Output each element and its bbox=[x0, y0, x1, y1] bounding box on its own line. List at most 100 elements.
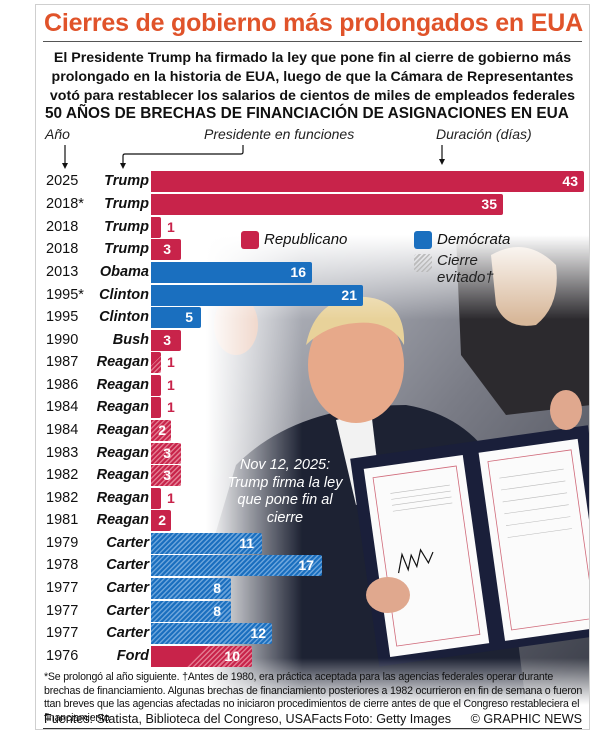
sources-text: Fuentes: Statista, Biblioteca del Congre… bbox=[44, 712, 343, 726]
row-president: Reagan bbox=[96, 445, 149, 461]
row-year: 1977 bbox=[46, 603, 79, 619]
row-president: Carter bbox=[106, 580, 149, 596]
footnote: *Se prolongó al año siguiente. †Antes de… bbox=[44, 671, 583, 724]
chart-row: 1977 Carter 8 bbox=[36, 601, 589, 622]
row-president: Trump bbox=[104, 241, 149, 257]
bar-value: 35 bbox=[481, 196, 497, 212]
bar-value: 43 bbox=[562, 173, 578, 189]
row-year: 1982 bbox=[46, 467, 79, 483]
row-president: Trump bbox=[104, 196, 149, 212]
row-year: 1979 bbox=[46, 535, 79, 551]
chart-title: 50 AÑOS DE BRECHAS DE FINANCIACIÓN DE AS… bbox=[45, 105, 569, 122]
chart-row: 1978 Carter 17 bbox=[36, 555, 589, 576]
bar: 35 bbox=[151, 194, 503, 215]
bar-value: 1 bbox=[167, 399, 175, 415]
bar: 8 bbox=[151, 578, 231, 599]
row-president: Ford bbox=[116, 648, 149, 664]
bar-value: 1 bbox=[167, 490, 175, 506]
legend-swatch-avoided bbox=[414, 254, 432, 272]
bar-value: 3 bbox=[163, 467, 171, 483]
row-year: 1984 bbox=[46, 399, 79, 415]
row-president: Carter bbox=[106, 535, 149, 551]
bar-value: 12 bbox=[250, 625, 266, 641]
row-president: Trump bbox=[104, 173, 149, 189]
column-header-duration: Duración (días) bbox=[436, 126, 532, 142]
row-president: Carter bbox=[106, 557, 149, 573]
bar: 3 bbox=[151, 330, 181, 351]
page-title: Cierres de gobierno más prolongados en E… bbox=[44, 9, 583, 37]
chart-row: 2018* Trump 35 bbox=[36, 194, 589, 215]
chart-row: 1986 Reagan 1 bbox=[36, 375, 589, 396]
chart-row: 1979 Carter 11 bbox=[36, 533, 589, 554]
row-president: Reagan bbox=[96, 422, 149, 438]
chart-row: 2018 Trump 1 bbox=[36, 217, 589, 238]
bar-value: 3 bbox=[163, 332, 171, 348]
chart-row: 1990 Bush 3 bbox=[36, 330, 589, 351]
row-president: Carter bbox=[106, 625, 149, 641]
row-year: 1982 bbox=[46, 490, 79, 506]
chart-row: 2013 Obama 16 bbox=[36, 262, 589, 283]
bar-value: 1 bbox=[167, 377, 175, 393]
legend-label-democrat: Demócrata bbox=[437, 231, 511, 248]
row-year: 2018* bbox=[46, 196, 84, 212]
bar-value: 3 bbox=[163, 445, 171, 461]
bar-value: 1 bbox=[167, 219, 175, 235]
row-president: Clinton bbox=[99, 309, 149, 325]
chart-row: 2018 Trump 3 bbox=[36, 239, 589, 260]
row-year: 1983 bbox=[46, 445, 79, 461]
row-president: Obama bbox=[99, 264, 149, 280]
chart-row: 1984 Reagan 2 bbox=[36, 420, 589, 441]
subtitle: El Presidente Trump ha firmado la ley qu… bbox=[49, 50, 576, 104]
bar-value: 8 bbox=[213, 603, 221, 619]
row-president: Clinton bbox=[99, 287, 149, 303]
bar-value: 5 bbox=[185, 309, 193, 325]
bar: 3 bbox=[151, 465, 181, 486]
row-year: 2013 bbox=[46, 264, 79, 280]
bar: 3 bbox=[151, 239, 181, 260]
row-president: Reagan bbox=[96, 467, 149, 483]
row-year: 1976 bbox=[46, 648, 79, 664]
row-year: 1986 bbox=[46, 377, 79, 393]
bar-value: 1 bbox=[167, 354, 175, 370]
row-year: 2018 bbox=[46, 241, 79, 257]
row-year: 2025 bbox=[46, 173, 79, 189]
row-year: 1987 bbox=[46, 354, 79, 370]
row-year: 1978 bbox=[46, 557, 79, 573]
photo-credit: Foto: Getty Images bbox=[344, 712, 452, 726]
row-president: Bush bbox=[112, 332, 149, 348]
chart-row: 1977 Carter 8 bbox=[36, 578, 589, 599]
row-president: Trump bbox=[104, 219, 149, 235]
legend-swatch-republican bbox=[241, 231, 259, 249]
chart-row: 1983 Reagan 3 bbox=[36, 443, 589, 464]
bar: 11 bbox=[151, 533, 262, 554]
row-year: 1995 bbox=[46, 309, 79, 325]
bar-value: 16 bbox=[290, 264, 306, 280]
chart-row: 1981 Reagan 2 bbox=[36, 510, 589, 531]
row-president: Reagan bbox=[96, 354, 149, 370]
legend-avoided-line1: Cierre bbox=[437, 252, 478, 269]
chart-row: 1995 Clinton 5 bbox=[36, 307, 589, 328]
bar: 12 bbox=[151, 623, 272, 644]
bar: 21 bbox=[151, 285, 363, 306]
row-year: 1977 bbox=[46, 625, 79, 641]
chart-row: 1982 Reagan 1 bbox=[36, 488, 589, 509]
header-arrows-icon bbox=[62, 145, 445, 169]
copyright: © GRAPHIC NEWS bbox=[470, 712, 582, 726]
bar: 3 bbox=[151, 443, 181, 464]
bar-value: 21 bbox=[341, 287, 357, 303]
bar: 2 bbox=[151, 510, 171, 531]
bar: 8 bbox=[151, 601, 231, 622]
row-president: Reagan bbox=[96, 512, 149, 528]
chart-row: 1977 Carter 12 bbox=[36, 623, 589, 644]
bottom-divider bbox=[43, 728, 582, 729]
bar-value: 2 bbox=[158, 512, 166, 528]
chart-row: 1976 Ford 10 bbox=[36, 646, 589, 667]
bar-value: 17 bbox=[298, 557, 314, 573]
bar: 1 bbox=[151, 375, 175, 396]
row-year: 1977 bbox=[46, 580, 79, 596]
row-year: 1990 bbox=[46, 332, 79, 348]
chart-row: 1984 Reagan 1 bbox=[36, 397, 589, 418]
row-president: Reagan bbox=[96, 377, 149, 393]
bar: 1 bbox=[151, 217, 175, 238]
chart-row: 2025 Trump 43 bbox=[36, 171, 589, 192]
